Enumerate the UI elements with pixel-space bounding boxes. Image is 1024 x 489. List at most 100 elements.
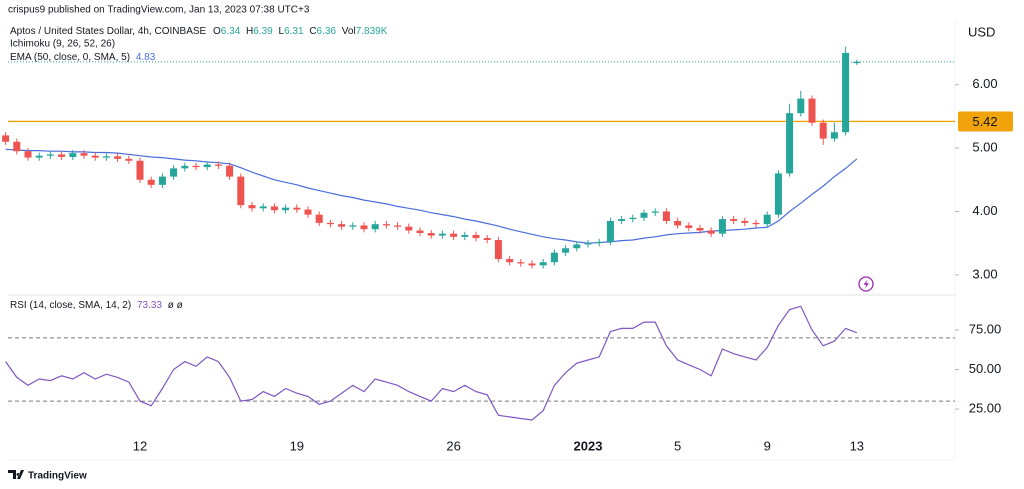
candle-body <box>819 122 827 139</box>
brand-text: TradingView <box>28 471 87 482</box>
x-tick-label: 26 <box>446 438 460 453</box>
candle-body <box>394 225 402 227</box>
candle-body <box>797 98 805 114</box>
candle-body <box>13 141 21 152</box>
volume-label: Vol <box>342 26 356 37</box>
candle-body <box>674 220 682 226</box>
y-tick-label: 50.00 <box>969 361 1002 376</box>
publisher: crispus9 published on TradingView.com, J… <box>8 5 310 16</box>
candle-body <box>842 52 850 133</box>
candle-body <box>80 153 88 156</box>
ema-legend: EMA (50, close, 0, SMA, 5) 4.83 <box>10 52 156 63</box>
y-tick-label: 75.00 <box>969 321 1002 336</box>
ohlc-value: 6.39 <box>253 26 273 37</box>
brand-icon <box>8 470 24 479</box>
candle-body <box>808 98 816 123</box>
candle-body <box>371 224 379 230</box>
candle-body <box>181 165 189 169</box>
candle-body <box>450 233 458 237</box>
candle-body <box>427 233 435 236</box>
candle-body <box>562 248 570 253</box>
ohlc-label: O <box>213 26 221 37</box>
currency: USD <box>968 24 995 39</box>
candle-body <box>304 209 312 215</box>
candle-body <box>662 211 670 221</box>
candle-body <box>461 234 469 237</box>
x-tick-label: 2023 <box>574 438 603 453</box>
y-tick-label: 4.00 <box>972 203 997 218</box>
candle-body <box>2 135 10 142</box>
candle-body <box>35 155 43 158</box>
rsi-value: 73.33 <box>137 300 162 311</box>
candle-body <box>763 214 771 225</box>
candle-body <box>326 222 334 225</box>
candle-body <box>696 227 704 231</box>
x-tick-label: 13 <box>850 438 864 453</box>
candle-body <box>170 168 178 177</box>
candle-body <box>730 219 738 221</box>
candle-body <box>24 151 32 158</box>
rsi-name: RSI (14, close, SMA, 14, 2) <box>10 300 131 311</box>
candle-body <box>360 225 368 230</box>
candle-body <box>472 234 480 239</box>
candle-body <box>46 154 54 156</box>
candle-body <box>158 176 166 185</box>
level-badge <box>958 111 1013 132</box>
candle-body <box>248 205 256 209</box>
y-tick-label: 6.00 <box>972 76 997 91</box>
rsi-legend: RSI (14, close, SMA, 14, 2) 73.33 ø ø <box>10 300 183 311</box>
candle-body <box>338 224 346 227</box>
candle-body <box>382 224 390 226</box>
candle-body <box>573 244 581 249</box>
volume-value: 7.839K <box>356 26 388 37</box>
candle-body <box>651 211 659 213</box>
x-tick-label: 19 <box>290 438 304 453</box>
candle-body <box>91 155 99 158</box>
ema-line <box>5 148 858 244</box>
candle-body <box>192 165 200 168</box>
alert-bolt[interactable] <box>863 279 870 289</box>
candle-body <box>707 230 715 234</box>
candle-body <box>293 207 301 210</box>
candle-body <box>606 220 614 242</box>
candle-body <box>214 164 222 166</box>
candle-body <box>315 214 323 223</box>
candle-body <box>584 243 592 245</box>
candle-body <box>718 219 726 234</box>
alert-icon[interactable] <box>858 276 874 292</box>
candle-body <box>539 262 547 266</box>
candle-body <box>506 259 514 263</box>
symbol: Aptos / United States Dollar, 4h, COINBA… <box>10 26 207 37</box>
candle-body <box>786 113 794 174</box>
ema-name: EMA (50, close, 0, SMA, 5) <box>10 52 130 63</box>
candle-body <box>830 132 838 139</box>
candle-body <box>416 230 424 234</box>
candle-body <box>774 173 782 215</box>
candle-body <box>282 207 290 211</box>
candle-body <box>595 241 603 244</box>
rsi-line <box>5 305 858 421</box>
candle-body <box>102 156 110 158</box>
candle-body <box>349 225 357 227</box>
candle-body <box>550 252 558 263</box>
candle-body <box>483 238 491 241</box>
main-legend: Aptos / United States Dollar, 4h, COINBA… <box>10 26 388 37</box>
y-tick-label: 3.00 <box>972 266 997 281</box>
ohlc-value: 6.36 <box>317 26 337 37</box>
candle-body <box>58 154 66 157</box>
candle-body <box>237 176 245 206</box>
candle-body <box>438 233 446 236</box>
candle-body <box>226 165 234 177</box>
candle-body <box>494 240 502 260</box>
candle-body <box>405 226 413 231</box>
ohlc-label: H <box>246 26 253 37</box>
candle-body <box>853 61 861 64</box>
ohlc-label: L <box>279 26 285 37</box>
candle-body <box>741 220 749 223</box>
x-tick-label: 12 <box>133 438 147 453</box>
indicator-legend: Ichimoku (9, 26, 52, 26) <box>10 39 115 50</box>
candle-body <box>752 222 760 225</box>
rsi-placeholder: ø ø <box>168 300 183 311</box>
